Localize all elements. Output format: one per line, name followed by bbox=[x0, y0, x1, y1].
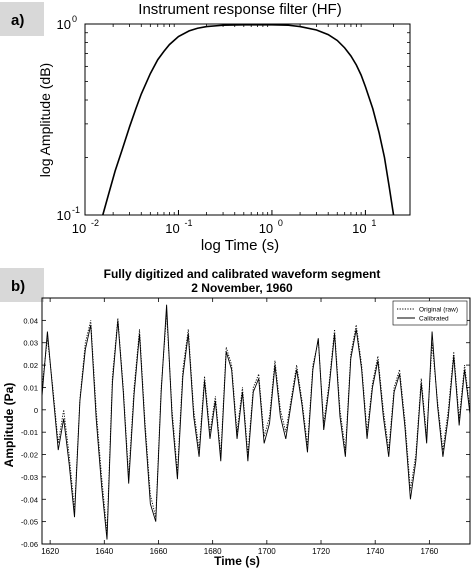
chart-b-ylabel: Amplitude (Pa) bbox=[2, 383, 16, 468]
chart-b-original-line bbox=[41, 313, 471, 533]
chart-b-y-tick-label: -0.01 bbox=[21, 428, 38, 437]
chart-b-y-tick-label: 0.04 bbox=[23, 316, 38, 325]
chart-b-x-tick-label: 1660 bbox=[150, 547, 168, 556]
panel-a-label-box bbox=[0, 2, 44, 36]
chart-a-y-tick-label: 10 bbox=[57, 17, 71, 32]
chart-b-xlabel: Time (s) bbox=[214, 554, 260, 568]
chart-b-y-tick-label: 0.01 bbox=[23, 383, 38, 392]
chart-b-calibrated-line bbox=[41, 304, 471, 540]
chart-a-ylabel: log Amplitude (dB) bbox=[37, 63, 53, 177]
chart-a-x-tick-exp: -1 bbox=[184, 218, 192, 228]
chart-a-x-tick-exp: 0 bbox=[278, 218, 283, 228]
chart-b-x-tick-label: 1680 bbox=[204, 547, 222, 556]
chart-a-response-line bbox=[102, 24, 395, 216]
chart-b-frame bbox=[41, 297, 471, 545]
chart-a-y-tick-label: 10 bbox=[57, 208, 71, 223]
chart-a-x-ticks: 10 -2 10 -1 10 0 10 1 bbox=[72, 24, 411, 236]
chart-b-y-tick-label: 0.03 bbox=[23, 339, 38, 348]
chart-b-x-tick-label: 1760 bbox=[420, 547, 438, 556]
chart-b-y-tick-label: -0.06 bbox=[21, 540, 38, 549]
chart-a-x-tick-exp: 1 bbox=[371, 218, 376, 228]
chart-b-y-tick-label: -0.02 bbox=[21, 451, 38, 460]
panel-a-label: a) bbox=[11, 12, 24, 29]
chart-b-series bbox=[41, 304, 471, 540]
chart-a-frame bbox=[84, 23, 411, 216]
legend-calibrated-label: Calibrated bbox=[419, 316, 449, 323]
chart-b-y-tick-label: -0.05 bbox=[21, 518, 38, 527]
chart-b-y-tick-label: 0 bbox=[34, 406, 38, 415]
legend-box bbox=[392, 300, 468, 326]
chart-b-x-tick-label: 1720 bbox=[312, 547, 330, 556]
chart-a-x-tick-label: 10 bbox=[259, 221, 273, 236]
chart-b-x-tick-label: 1740 bbox=[366, 547, 384, 556]
chart-a-x-tick-exp: -2 bbox=[91, 218, 99, 228]
chart-b-x-tick-label: 1700 bbox=[258, 547, 276, 556]
chart-a-x-tick-label: 10 bbox=[165, 221, 179, 236]
chart-a-xlabel: log Time (s) bbox=[201, 237, 279, 254]
chart-b-y-tick-label: -0.03 bbox=[21, 473, 38, 482]
chart-b-y-tick-label: -0.04 bbox=[21, 495, 38, 504]
panel-b-label: b) bbox=[11, 278, 25, 295]
chart-b-x-ticks: 1620 1640 1660 1680 1700 1720 1740 1760 bbox=[41, 298, 439, 556]
chart-a-y-tick-exp: -1 bbox=[72, 205, 80, 215]
waveform-chart: Fully digitized and calibrated waveform … bbox=[2, 267, 471, 568]
chart-a-series bbox=[102, 24, 395, 216]
chart-b-x-tick-label: 1620 bbox=[41, 547, 59, 556]
panel-b-label-box bbox=[0, 268, 44, 302]
chart-b-title: Fully digitized and calibrated waveform … bbox=[104, 267, 381, 281]
chart-b-y-tick-label: 0.02 bbox=[23, 361, 38, 370]
legend-original-label: Original (raw) bbox=[419, 307, 458, 314]
chart-a-y-tick-exp: 0 bbox=[72, 14, 77, 24]
chart-a-title: Instrument response filter (HF) bbox=[138, 1, 341, 18]
chart-b-x-tick-label: 1640 bbox=[95, 547, 113, 556]
chart-a-x-tick-label: 10 bbox=[72, 221, 86, 236]
response-filter-chart: Instrument response filter (HF) log Time… bbox=[37, 1, 411, 254]
chart-b-legend: Original (raw) Calibrated bbox=[392, 300, 468, 326]
chart-a-x-tick-label: 10 bbox=[352, 221, 366, 236]
chart-b-subtitle: 2 November, 1960 bbox=[191, 281, 293, 295]
